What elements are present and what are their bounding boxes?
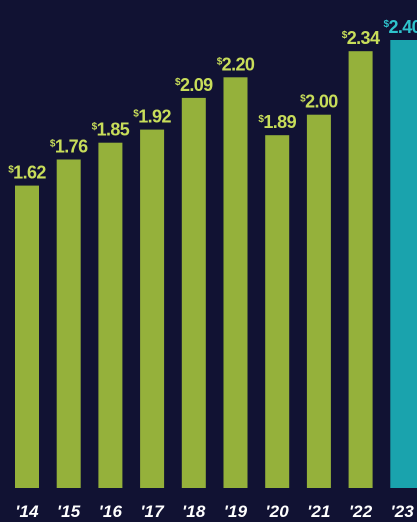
x-tick-labels-group: '14 '15 '16 '17 '18 '19 '20 '21 '22 '23 bbox=[15, 502, 414, 521]
value-label-22: $2.34 bbox=[342, 28, 380, 48]
bar-20 bbox=[265, 135, 290, 488]
x-tick-16: '16 bbox=[99, 502, 123, 521]
x-tick-20: '20 bbox=[265, 502, 289, 521]
x-tick-14: '14 bbox=[15, 502, 39, 521]
value-labels-group: $1.62$1.76$1.85$1.92$2.09$2.20 $1.89$2.00… bbox=[8, 17, 417, 183]
x-tick-23: '23 bbox=[391, 502, 415, 521]
bar-15 bbox=[56, 159, 81, 488]
bar-16 bbox=[98, 142, 123, 488]
bar-21 bbox=[306, 114, 331, 488]
x-tick-21: '21 bbox=[307, 502, 331, 521]
x-tick-19: '19 bbox=[224, 502, 248, 521]
value-label-14: $1.62 bbox=[8, 163, 46, 183]
bar-14 bbox=[15, 185, 39, 488]
bar-17 bbox=[140, 129, 165, 488]
value-label-23: $2.40 bbox=[383, 17, 417, 37]
x-tick-18: '18 bbox=[182, 502, 206, 521]
value-label-16: $1.85 bbox=[92, 120, 130, 140]
bar-18 bbox=[181, 97, 206, 489]
value-label-18: $2.09 bbox=[175, 75, 213, 95]
value-label-21: $2.00 bbox=[300, 92, 338, 112]
bars-group bbox=[15, 40, 417, 489]
value-label-19: $2.20 bbox=[217, 54, 255, 74]
x-tick-15: '15 bbox=[57, 502, 81, 521]
value-label-15: $1.76 bbox=[50, 137, 88, 157]
x-tick-22: '22 bbox=[349, 502, 373, 521]
x-tick-17: '17 bbox=[140, 502, 165, 521]
bar-22 bbox=[348, 51, 373, 488]
value-label-17: $1.92 bbox=[133, 107, 171, 127]
bar-19 bbox=[223, 77, 248, 489]
value-label-20: $1.89 bbox=[258, 112, 296, 132]
bar-23 bbox=[390, 40, 417, 488]
